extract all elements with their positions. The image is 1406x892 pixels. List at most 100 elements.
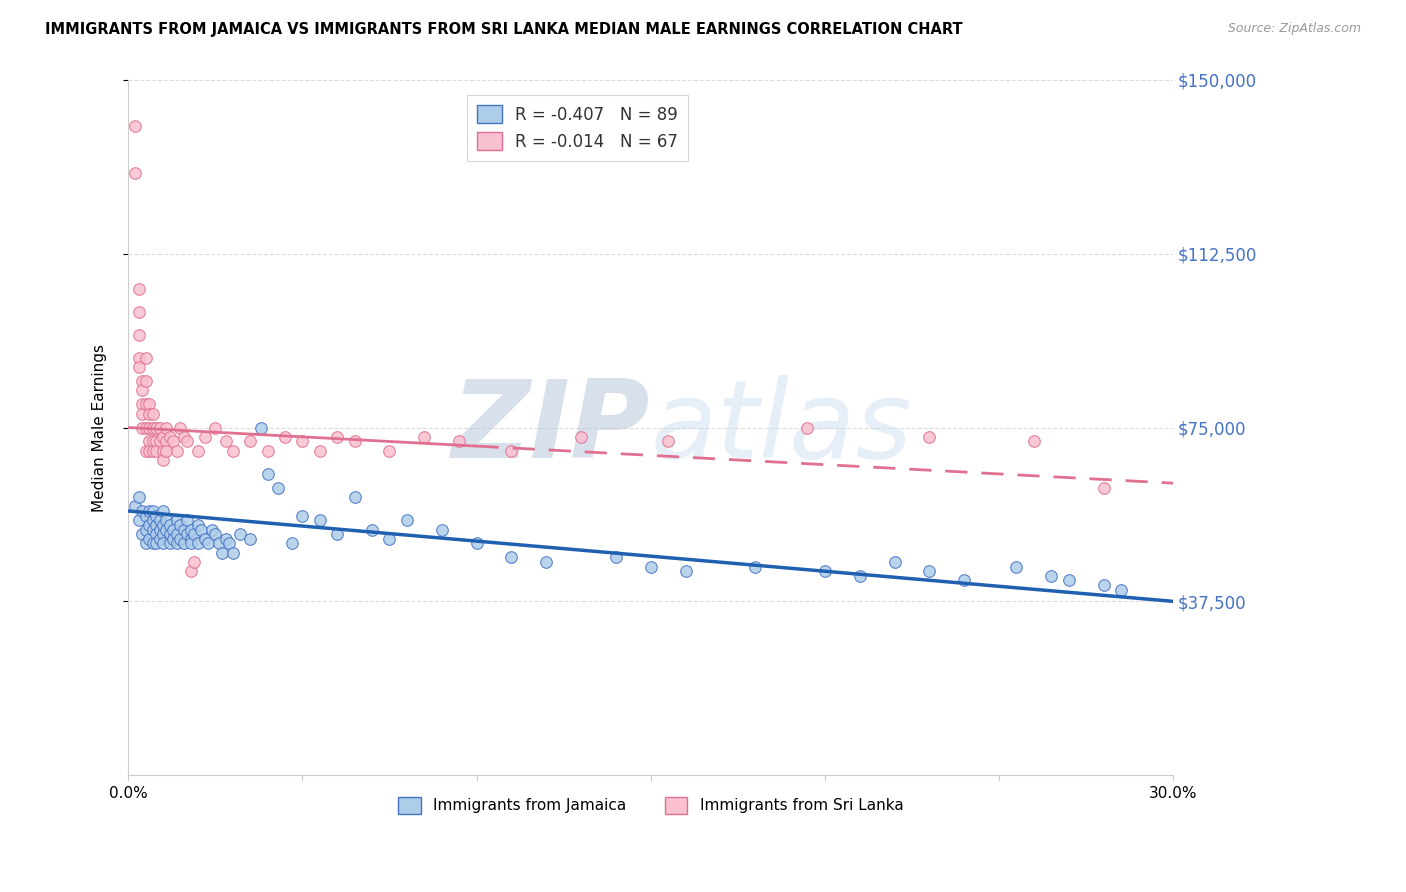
Point	[918, 564, 941, 578]
Point	[155, 443, 177, 458]
Point	[183, 527, 205, 541]
Point	[180, 523, 202, 537]
Point	[138, 517, 160, 532]
Point	[221, 546, 243, 560]
Point	[208, 536, 231, 550]
Point	[138, 504, 160, 518]
Point	[187, 443, 209, 458]
Point	[221, 443, 243, 458]
Point	[605, 550, 627, 565]
Point	[326, 430, 349, 444]
Point	[239, 434, 262, 449]
Point	[291, 508, 314, 523]
Point	[148, 523, 170, 537]
Point	[1057, 574, 1080, 588]
Point	[152, 443, 174, 458]
Point	[145, 420, 167, 434]
Point	[249, 420, 271, 434]
Point	[148, 513, 170, 527]
Point	[204, 527, 226, 541]
Point	[124, 120, 146, 134]
Point	[138, 420, 160, 434]
Point	[657, 434, 679, 449]
Point	[155, 420, 177, 434]
Point	[145, 443, 167, 458]
Text: Source: ZipAtlas.com: Source: ZipAtlas.com	[1227, 22, 1361, 36]
Point	[152, 453, 174, 467]
Point	[131, 384, 153, 398]
Point	[187, 536, 209, 550]
Point	[131, 407, 153, 421]
Point	[256, 467, 278, 481]
Point	[814, 564, 837, 578]
Point	[128, 304, 150, 318]
Point	[135, 351, 157, 365]
Point	[138, 434, 160, 449]
Point	[135, 523, 157, 537]
Point	[141, 536, 163, 550]
Point	[194, 532, 217, 546]
Point	[1040, 569, 1063, 583]
Point	[176, 434, 198, 449]
Point	[152, 527, 174, 541]
Text: ZIP: ZIP	[453, 375, 651, 481]
Point	[138, 397, 160, 411]
Point	[131, 420, 153, 434]
Point	[141, 504, 163, 518]
Point	[291, 434, 314, 449]
Point	[256, 443, 278, 458]
Point	[183, 555, 205, 569]
Point	[128, 351, 150, 365]
Point	[197, 536, 219, 550]
Point	[135, 536, 157, 550]
Legend: Immigrants from Jamaica, Immigrants from Sri Lanka: Immigrants from Jamaica, Immigrants from…	[392, 791, 910, 820]
Point	[308, 513, 330, 527]
Point	[640, 559, 662, 574]
Point	[378, 532, 401, 546]
Point	[211, 546, 233, 560]
Point	[201, 523, 224, 537]
Point	[148, 434, 170, 449]
Point	[148, 420, 170, 434]
Point	[378, 443, 401, 458]
Point	[128, 513, 150, 527]
Point	[141, 407, 163, 421]
Point	[169, 532, 191, 546]
Point	[1109, 582, 1132, 597]
Point	[169, 420, 191, 434]
Point	[155, 434, 177, 449]
Point	[326, 527, 349, 541]
Point	[145, 434, 167, 449]
Point	[141, 443, 163, 458]
Point	[465, 536, 488, 550]
Point	[148, 532, 170, 546]
Point	[159, 517, 181, 532]
Point	[152, 430, 174, 444]
Point	[1092, 481, 1115, 495]
Point	[162, 532, 184, 546]
Point	[128, 281, 150, 295]
Point	[141, 523, 163, 537]
Point	[135, 420, 157, 434]
Point	[159, 430, 181, 444]
Point	[180, 536, 202, 550]
Point	[131, 397, 153, 411]
Point	[131, 374, 153, 388]
Point	[176, 513, 198, 527]
Point	[239, 532, 262, 546]
Point	[145, 508, 167, 523]
Point	[166, 527, 188, 541]
Point	[135, 443, 157, 458]
Point	[131, 527, 153, 541]
Point	[215, 434, 238, 449]
Point	[953, 574, 976, 588]
Point	[135, 374, 157, 388]
Point	[228, 527, 250, 541]
Point	[796, 420, 818, 434]
Y-axis label: Median Male Earnings: Median Male Earnings	[93, 343, 107, 512]
Point	[131, 504, 153, 518]
Point	[159, 527, 181, 541]
Point	[675, 564, 697, 578]
Point	[124, 166, 146, 180]
Point	[124, 500, 146, 514]
